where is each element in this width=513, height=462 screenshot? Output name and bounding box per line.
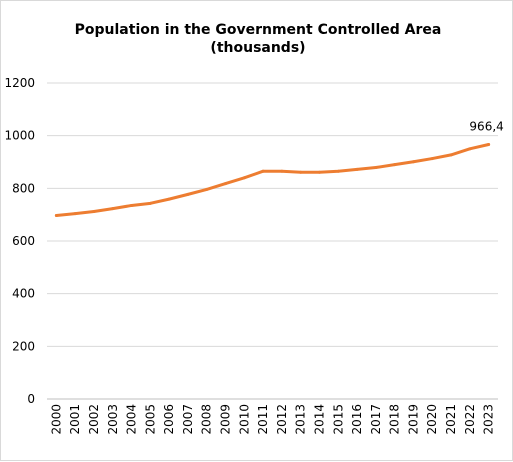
x-tick-label: 2005 (143, 404, 157, 435)
data-point (449, 153, 453, 157)
data-point (186, 192, 190, 196)
data-point (299, 170, 303, 174)
data-point (280, 169, 284, 173)
data-point (73, 212, 77, 216)
y-tick-label: 1000 (4, 129, 35, 143)
x-tick-label: 2014 (312, 404, 326, 435)
data-point (317, 170, 321, 174)
x-tick-label: 2003 (106, 404, 120, 435)
data-labels: 966,4 (469, 120, 503, 134)
x-tick-label: 2013 (294, 404, 308, 435)
y-axis-ticks: 0 200 400 600 800 1000 1200 (4, 76, 35, 406)
x-tick-label: 2020 (425, 404, 439, 435)
x-tick-label: 2018 (388, 404, 402, 435)
data-point (148, 201, 152, 205)
x-tick-label: 2006 (162, 404, 176, 435)
chart-title-line-2: (thousands) (210, 40, 305, 56)
data-point (92, 210, 96, 214)
y-tick-label: 1200 (4, 76, 35, 90)
x-tick-label: 2010 (237, 404, 251, 435)
x-tick-label: 2008 (200, 404, 214, 435)
series-layer (54, 143, 491, 217)
data-point (242, 176, 246, 180)
x-tick-label: 2019 (406, 404, 420, 435)
data-point (487, 143, 491, 147)
data-point (374, 166, 378, 170)
x-tick-label: 2009 (219, 404, 233, 435)
x-tick-label: 2022 (463, 404, 477, 435)
data-point (54, 213, 58, 217)
y-tick-label: 400 (12, 287, 35, 301)
y-tick-label: 0 (27, 392, 35, 406)
series-line (54, 143, 491, 217)
data-point (468, 147, 472, 151)
x-tick-label: 2015 (331, 404, 345, 435)
x-tick-label: 2000 (49, 404, 63, 435)
x-tick-label: 2023 (482, 404, 496, 435)
data-label: 966,4 (469, 120, 503, 134)
x-tick-label: 2007 (181, 404, 195, 435)
data-point (393, 163, 397, 167)
x-tick-label: 2001 (68, 404, 82, 435)
data-point (111, 207, 115, 211)
data-point (261, 169, 265, 173)
y-tick-label: 600 (12, 234, 35, 248)
data-point (205, 187, 209, 191)
x-tick-label: 2016 (350, 404, 364, 435)
x-axis-ticks: 2000 2001 2002 2003 2004 2005 2006 2007 2008 2009… (49, 404, 495, 435)
data-point (336, 169, 340, 173)
x-tick-label: 2012 (275, 404, 289, 435)
y-tick-label: 200 (12, 339, 35, 353)
x-tick-label: 2011 (256, 404, 270, 435)
x-tick-label: 2004 (125, 404, 139, 435)
chart-title-line-1: Population in the Government Controlled … (75, 22, 442, 38)
x-tick-label: 2002 (87, 404, 101, 435)
x-tick-label: 2021 (444, 404, 458, 435)
data-point (355, 167, 359, 171)
gridlines (47, 82, 498, 400)
data-point (130, 203, 134, 207)
x-tick-label: 2017 (369, 404, 383, 435)
data-point (224, 182, 228, 186)
y-tick-label: 800 (12, 181, 35, 195)
data-point (411, 160, 415, 164)
data-point (430, 157, 434, 161)
data-point (167, 197, 171, 201)
